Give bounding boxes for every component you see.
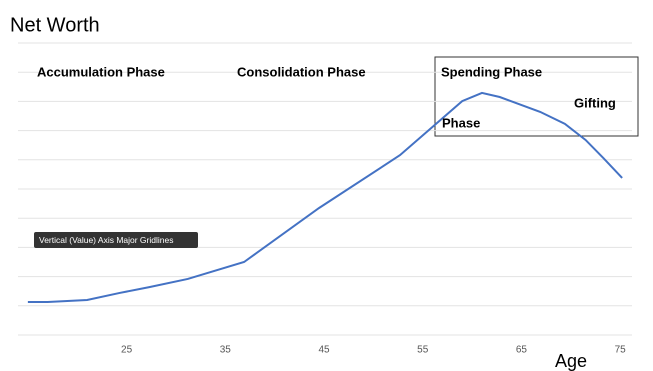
x-axis-label: Age (555, 351, 587, 371)
annotation: Consolidation Phase (237, 64, 366, 79)
annotation: Phase (442, 115, 480, 130)
chart-title: Net Worth (10, 14, 100, 36)
x-tick-label: 65 (516, 345, 528, 356)
tooltip: Vertical (Value) Axis Major Gridlines (39, 235, 173, 245)
annotation: Gifting (574, 95, 616, 110)
x-tick-label: 35 (220, 345, 232, 356)
annotation: Accumulation Phase (37, 64, 165, 79)
x-tick-label: 25 (121, 345, 133, 356)
annotation-box (434, 56, 639, 137)
annotation: Spending Phase (441, 64, 542, 79)
line (27, 91, 623, 304)
x-tick-label: 55 (417, 345, 429, 356)
x-tick-label: 45 (318, 345, 330, 356)
tooltip-box (34, 232, 198, 248)
x-tick-label: 75 (615, 345, 627, 356)
